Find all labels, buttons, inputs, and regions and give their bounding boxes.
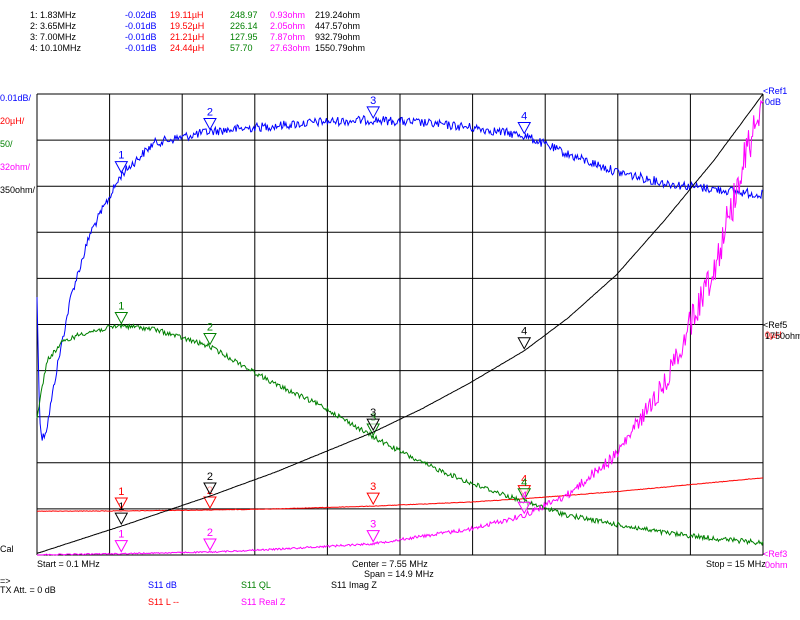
marker-l: 21.21µH bbox=[170, 32, 205, 42]
marker-imagz: 219.24ohm bbox=[315, 10, 361, 20]
legend-ql: S11 QL bbox=[241, 580, 271, 590]
marker-triangle-realz bbox=[366, 530, 381, 543]
marker-triangle-l bbox=[203, 496, 217, 510]
marker-realz: 7.87ohm bbox=[270, 32, 306, 42]
series-line-l bbox=[37, 477, 764, 512]
marker-label-ql: 1 bbox=[118, 300, 124, 312]
legend-l: S11 L -- bbox=[148, 597, 180, 607]
center-label: Center = 7.55 MHz bbox=[352, 559, 428, 569]
marker-db: -0.01dB bbox=[125, 21, 157, 31]
marker-triangle-realz bbox=[203, 538, 217, 552]
series-line-imagz bbox=[36, 93, 764, 554]
marker-label-db: 2 bbox=[207, 106, 213, 118]
ql-scale-label: 50/ bbox=[0, 139, 13, 149]
marker-l: 19.11µH bbox=[170, 10, 204, 20]
marker-ql: 127.95 bbox=[230, 32, 258, 42]
db-scale-label: 0.01dB/ bbox=[0, 93, 32, 103]
marker-label-l: 3 bbox=[370, 481, 376, 493]
marker-triangle-imagz bbox=[203, 482, 217, 496]
marker-triangle-ql bbox=[203, 332, 217, 346]
ref3-label: <Ref3 bbox=[763, 549, 788, 559]
imagz-scale-label: 350ohm/ bbox=[0, 185, 36, 195]
ref1-label: <Ref1 bbox=[763, 86, 788, 96]
marker-ql: 226.14 bbox=[230, 21, 258, 31]
marker-label-realz: 3 bbox=[370, 519, 376, 531]
marker-triangle-l bbox=[366, 492, 381, 506]
marker-index: 3: bbox=[30, 32, 38, 42]
span-label: Span = 14.9 MHz bbox=[364, 569, 434, 579]
marker-index: 1: bbox=[30, 10, 38, 20]
cal-label: Cal bbox=[0, 544, 14, 554]
legend-realz: S11 Real Z bbox=[241, 597, 286, 607]
marker-index: 4: bbox=[30, 43, 38, 53]
marker-triangle-l bbox=[114, 497, 129, 510]
marker-triangle-ql bbox=[114, 311, 129, 325]
marker-triangle-realz bbox=[114, 540, 129, 553]
stop-label: Stop = 15 MHz bbox=[706, 559, 766, 569]
marker-label-db: 1 bbox=[118, 150, 124, 162]
ref1-value: 0dB bbox=[765, 97, 782, 107]
series-line-ql bbox=[36, 323, 764, 547]
arrow-label: => bbox=[0, 576, 11, 586]
start-label: Start = 0.1 MHz bbox=[37, 559, 100, 569]
marker-triangle-imagz bbox=[517, 337, 532, 350]
marker-label-ql: 2 bbox=[207, 321, 213, 333]
tx-att-label: TX Att. = 0 dB bbox=[0, 585, 56, 595]
marker-freq: 1.83MHz bbox=[40, 10, 77, 20]
marker-realz: 2.05ohm bbox=[270, 21, 306, 31]
marker-triangle-db bbox=[366, 106, 381, 119]
marker-label-l: 1 bbox=[118, 486, 124, 498]
marker-ql: 57.70 bbox=[230, 43, 253, 53]
series-line-realz bbox=[36, 99, 764, 556]
ref5-label: <Ref5 bbox=[763, 320, 788, 330]
ref5-value-l: 0µH bbox=[765, 330, 782, 340]
marker-triangle-db bbox=[114, 161, 129, 174]
marker-realz: 27.63ohm bbox=[270, 43, 311, 53]
marker-label-l: 4 bbox=[521, 474, 527, 486]
marker-l: 24.44µH bbox=[170, 43, 205, 53]
marker-imagz: 1550.79ohm bbox=[315, 43, 366, 53]
marker-label-realz: 2 bbox=[207, 527, 213, 539]
marker-index: 2: bbox=[30, 21, 38, 31]
marker-db: -0.01dB bbox=[125, 32, 157, 42]
marker-label-imagz: 1 bbox=[118, 501, 124, 513]
marker-label-realz: 1 bbox=[118, 529, 124, 541]
marker-freq: 7.00MHz bbox=[40, 32, 77, 42]
series-line-db bbox=[36, 114, 764, 441]
legend-imagz: S11 Imag Z bbox=[331, 580, 377, 590]
marker-db: -0.02dB bbox=[125, 10, 157, 20]
marker-label-ql: 4 bbox=[521, 477, 527, 489]
legend-db: S11 dB bbox=[148, 580, 177, 590]
marker-label-realz: 4 bbox=[521, 490, 527, 502]
marker-freq: 10.10MHz bbox=[40, 43, 82, 53]
marker-triangle-realz bbox=[517, 501, 532, 515]
marker-label-db: 4 bbox=[521, 110, 527, 122]
marker-freq: 3.65MHz bbox=[40, 21, 77, 31]
marker-triangle-db bbox=[203, 117, 217, 131]
marker-imagz: 932.79ohm bbox=[315, 32, 361, 42]
realz-scale-label: 32ohm/ bbox=[0, 162, 31, 172]
marker-label-imagz: 2 bbox=[207, 471, 213, 483]
marker-label-db: 3 bbox=[370, 95, 376, 107]
l-scale-label: 20µH/ bbox=[0, 116, 25, 126]
marker-imagz: 447.57ohm bbox=[315, 21, 361, 31]
marker-label-imagz: 4 bbox=[521, 326, 527, 338]
marker-realz: 0.93ohm bbox=[270, 10, 306, 20]
ref3-value: 0ohm bbox=[765, 560, 788, 570]
marker-triangle-imagz bbox=[114, 512, 129, 526]
marker-l: 19.52µH bbox=[170, 21, 205, 31]
marker-triangle-db bbox=[517, 121, 532, 135]
marker-label-ql: 3 bbox=[370, 412, 376, 424]
marker-triangle-imagz bbox=[366, 418, 381, 432]
marker-triangle-ql bbox=[517, 488, 532, 501]
marker-ql: 248.97 bbox=[230, 10, 258, 20]
ref5-value: 1750ohm bbox=[765, 331, 800, 341]
marker-label-imagz: 3 bbox=[370, 407, 376, 419]
marker-db: -0.01dB bbox=[125, 43, 157, 53]
